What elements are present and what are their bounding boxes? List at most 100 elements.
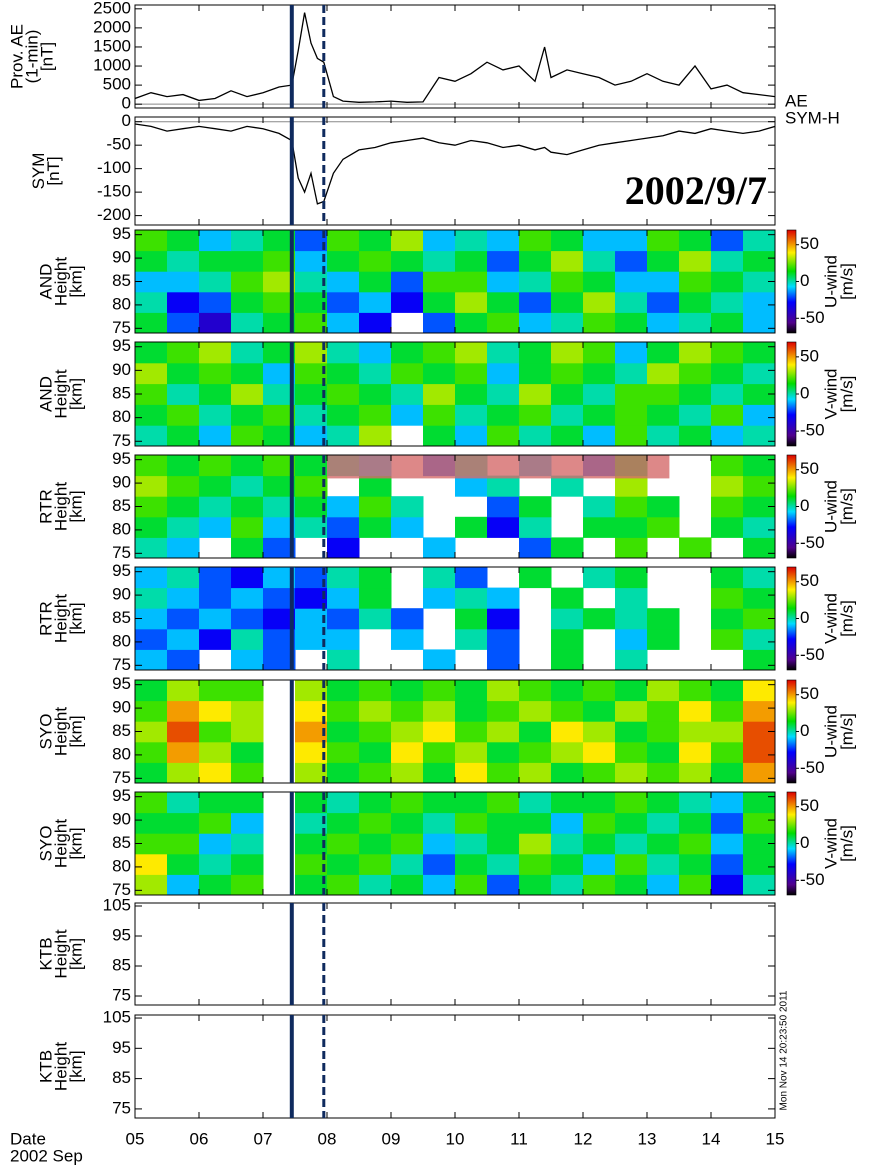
heat-cell <box>327 230 360 252</box>
colorbar <box>786 679 797 784</box>
heat-cell <box>743 567 775 589</box>
y-axis-label: Height <box>51 482 70 531</box>
heat-cell <box>359 271 392 293</box>
heat-cell <box>647 425 680 446</box>
heat-cell <box>743 271 775 293</box>
heat-cell <box>647 680 680 702</box>
y-tick-label: 75 <box>112 543 131 562</box>
heat-cell <box>583 404 616 426</box>
heat-cell <box>455 874 488 895</box>
heat-cell <box>487 762 520 783</box>
y-tick-label: 95 <box>112 336 131 355</box>
heat-cell <box>327 567 360 589</box>
heat-cell <box>551 608 584 630</box>
y-tick-label: 90 <box>112 473 131 492</box>
heat-cell <box>327 271 360 293</box>
heat-cell <box>519 567 552 589</box>
heat-cell <box>263 312 296 333</box>
y-tick-label: 95 <box>112 449 131 468</box>
heat-cell <box>583 853 616 875</box>
heat-cell <box>135 383 168 405</box>
heat-cell <box>679 812 712 834</box>
heat-cell <box>743 649 775 670</box>
heat-cell <box>199 792 232 814</box>
y-tick-label: 75 <box>112 880 131 899</box>
heat-cell <box>583 291 616 313</box>
heat-cell <box>199 312 232 333</box>
heat-cell <box>327 721 360 743</box>
heat-cell <box>455 362 488 385</box>
heat-cell <box>327 425 360 446</box>
heat-cell <box>615 537 648 558</box>
annotation: 2002/9/7 <box>625 168 767 213</box>
heat-cell <box>551 741 584 763</box>
heat-cell <box>487 700 520 722</box>
heat-cell <box>295 404 328 426</box>
heat-cell <box>647 812 680 834</box>
heat-cell <box>647 874 680 895</box>
heat-cell <box>423 762 456 783</box>
y-tick-label: 80 <box>112 519 131 538</box>
heat-cell <box>423 567 456 589</box>
heat-cell <box>263 271 296 293</box>
y-axis-label: [km] <box>66 602 85 634</box>
heat-cell <box>199 628 232 650</box>
heat-cell <box>295 812 328 834</box>
heat-cell <box>167 383 200 405</box>
x-tick-label: 14 <box>702 1129 721 1148</box>
heat-cell <box>583 680 616 702</box>
heat-cell <box>583 271 616 293</box>
heat-cell <box>551 342 584 364</box>
heat-cell <box>743 250 775 272</box>
heat-cell <box>167 833 200 855</box>
heat-cell <box>167 271 200 293</box>
y-tick-label: 2500 <box>93 0 131 17</box>
heat-cell <box>231 812 264 834</box>
heat-cell <box>391 271 424 293</box>
heat-cell <box>359 762 392 783</box>
heat-cell <box>743 628 775 650</box>
heat-cell <box>263 496 296 518</box>
heat-cell <box>711 425 744 446</box>
heat-cell <box>199 680 232 702</box>
heat-cell <box>359 741 392 763</box>
heat-cell <box>167 250 200 272</box>
heat-cell <box>487 271 520 293</box>
heat-cell <box>199 516 232 538</box>
heat-cell <box>455 383 488 405</box>
x-tick-label: 13 <box>638 1129 657 1148</box>
colorbar-tick-label: 50 <box>800 234 819 253</box>
heat-cell <box>167 741 200 763</box>
heat-cell <box>647 312 680 333</box>
heat-cell <box>551 853 584 875</box>
heat-cell <box>135 516 168 538</box>
heat-cell <box>327 741 360 763</box>
heat-cell <box>263 567 296 589</box>
heat-cell <box>679 230 712 252</box>
heat-cell <box>167 516 200 538</box>
heat-cell <box>519 291 552 313</box>
heat-cell <box>135 792 168 814</box>
heat-cell <box>615 567 648 589</box>
plot-area <box>135 12 775 105</box>
heat-cell <box>423 383 456 405</box>
heat-cell <box>487 812 520 834</box>
heat-cell <box>231 537 264 558</box>
heat-cell <box>711 383 744 405</box>
heat-cell <box>327 762 360 783</box>
heat-cell <box>615 608 648 630</box>
heat-cell <box>359 362 392 385</box>
y-axis-label: [km] <box>66 378 85 410</box>
heat-cell <box>423 537 456 558</box>
heat-cell <box>615 496 648 518</box>
heat-cell <box>615 383 648 405</box>
heat-cell <box>391 833 424 855</box>
heat-cell <box>679 312 712 333</box>
colorbar-tick-label: -50 <box>800 645 825 664</box>
heat-cell <box>743 291 775 313</box>
heat-cell <box>295 475 328 497</box>
heat-cell <box>615 362 648 385</box>
x-axis-label: 2002 Sep <box>10 1146 83 1165</box>
heat-cell <box>583 874 616 895</box>
